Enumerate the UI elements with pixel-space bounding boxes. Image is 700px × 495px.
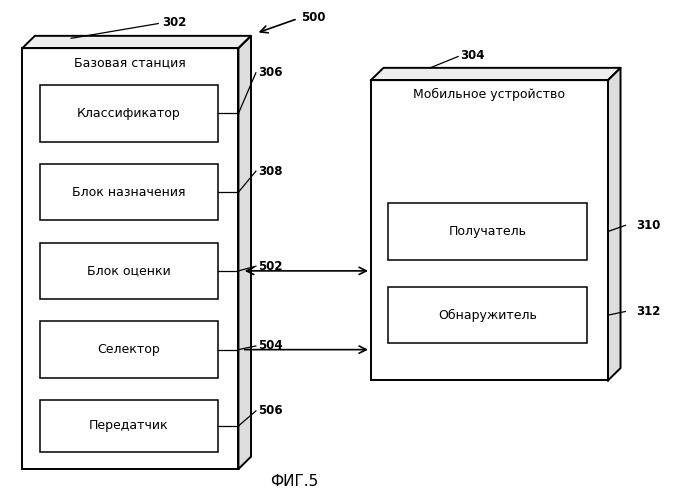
Text: 502: 502 (258, 260, 283, 273)
Bar (389, 203, 587, 260)
Text: Блок назначения: Блок назначения (72, 186, 186, 198)
Text: Мобильное устройство: Мобильное устройство (414, 89, 566, 101)
Bar (22, 48, 239, 469)
Bar (40, 321, 218, 378)
Bar (389, 287, 587, 344)
Bar (40, 243, 218, 299)
Text: 304: 304 (460, 49, 484, 62)
Text: Обнаружитель: Обнаружитель (438, 309, 537, 322)
Bar (40, 400, 218, 452)
Text: Блок оценки: Блок оценки (87, 264, 171, 277)
Polygon shape (371, 68, 620, 80)
Text: 302: 302 (162, 16, 186, 29)
Bar (40, 164, 218, 220)
Text: 310: 310 (636, 219, 660, 232)
Polygon shape (608, 68, 620, 380)
Text: Получатель: Получатель (449, 225, 526, 238)
Polygon shape (22, 36, 251, 48)
Text: 312: 312 (636, 305, 660, 318)
Text: 306: 306 (258, 66, 283, 79)
Text: 308: 308 (258, 165, 283, 178)
Text: Селектор: Селектор (97, 343, 160, 356)
Text: ФИГ.5: ФИГ.5 (270, 474, 318, 489)
Text: 504: 504 (258, 340, 283, 352)
Text: Передатчик: Передатчик (89, 419, 169, 433)
Text: Классификатор: Классификатор (77, 107, 181, 120)
Text: Базовая станция: Базовая станция (74, 56, 186, 69)
Bar (371, 80, 608, 380)
Text: 500: 500 (301, 10, 326, 24)
Text: 506: 506 (258, 404, 283, 417)
Polygon shape (239, 36, 251, 469)
Bar (40, 85, 218, 142)
